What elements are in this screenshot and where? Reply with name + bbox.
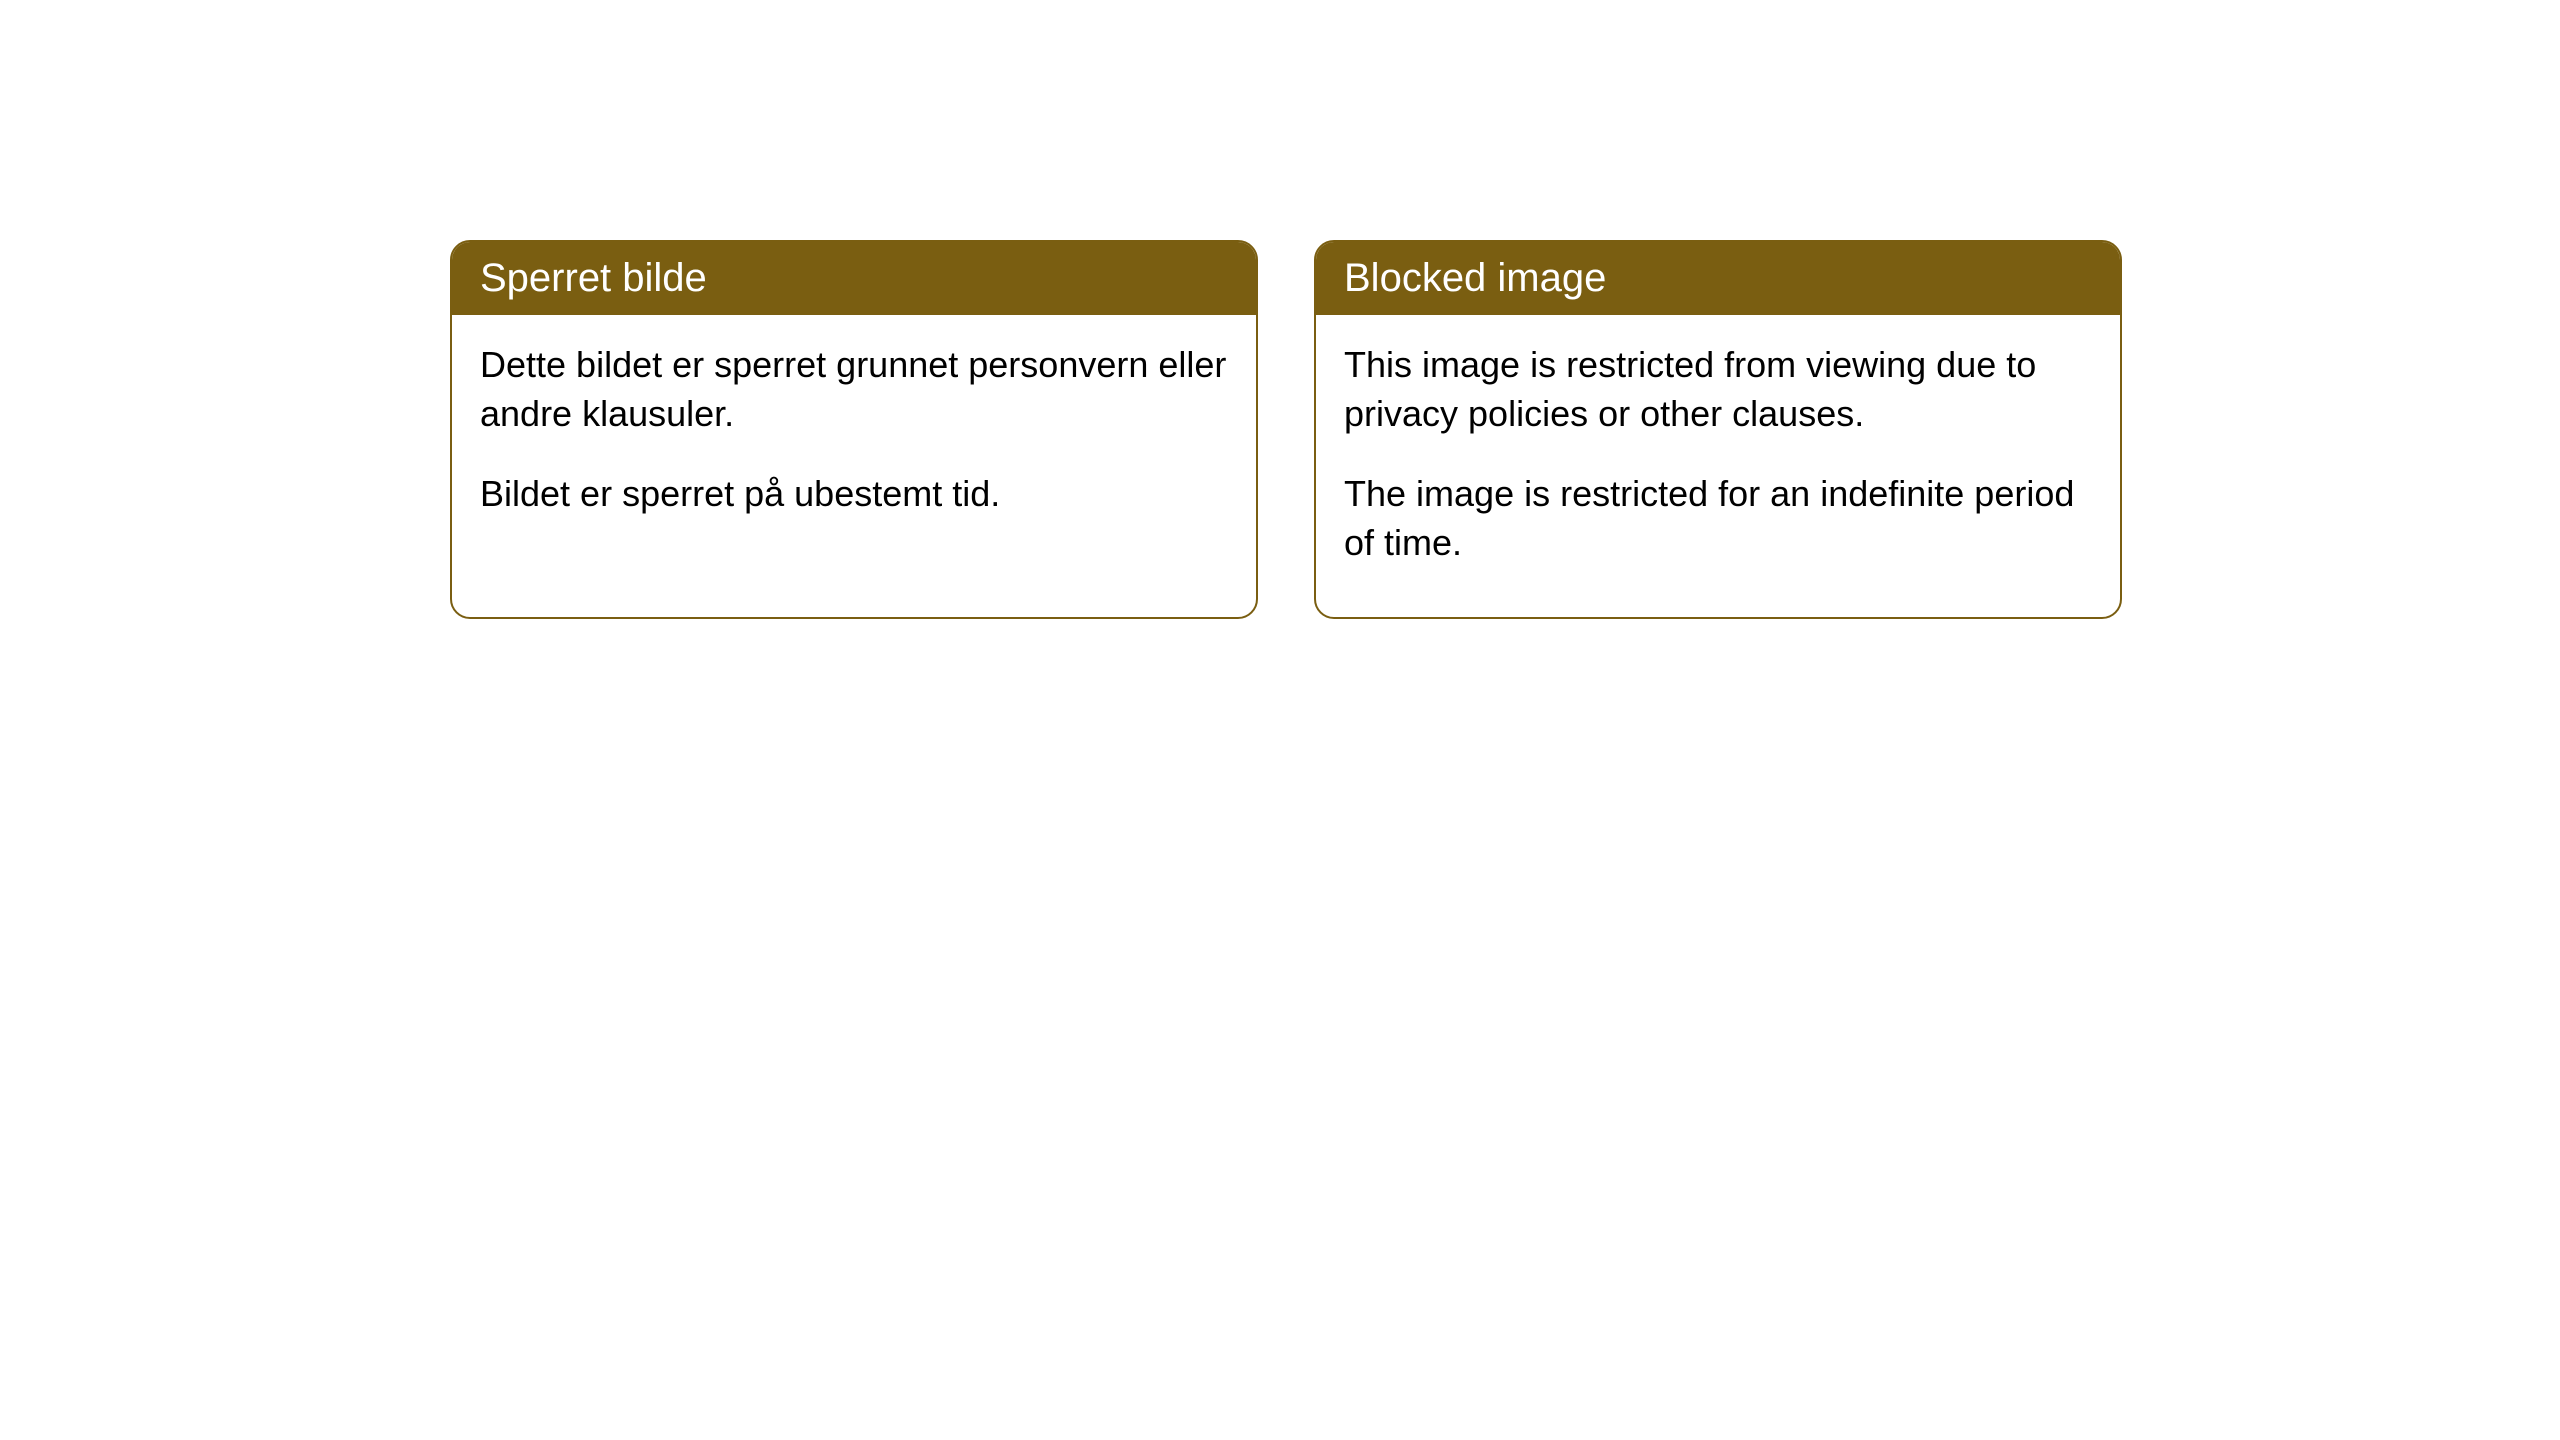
notice-cards-container: Sperret bilde Dette bildet er sperret gr… — [450, 240, 2122, 619]
card-body: This image is restricted from viewing du… — [1316, 315, 2120, 617]
card-header: Blocked image — [1316, 242, 2120, 315]
card-title: Blocked image — [1344, 256, 1606, 300]
blocked-image-card-english: Blocked image This image is restricted f… — [1314, 240, 2122, 619]
blocked-image-card-norwegian: Sperret bilde Dette bildet er sperret gr… — [450, 240, 1258, 619]
card-paragraph: Bildet er sperret på ubestemt tid. — [480, 470, 1228, 519]
card-header: Sperret bilde — [452, 242, 1256, 315]
card-paragraph: Dette bildet er sperret grunnet personve… — [480, 341, 1228, 438]
card-body: Dette bildet er sperret grunnet personve… — [452, 315, 1256, 569]
card-paragraph: This image is restricted from viewing du… — [1344, 341, 2092, 438]
card-title: Sperret bilde — [480, 256, 707, 300]
card-paragraph: The image is restricted for an indefinit… — [1344, 470, 2092, 567]
